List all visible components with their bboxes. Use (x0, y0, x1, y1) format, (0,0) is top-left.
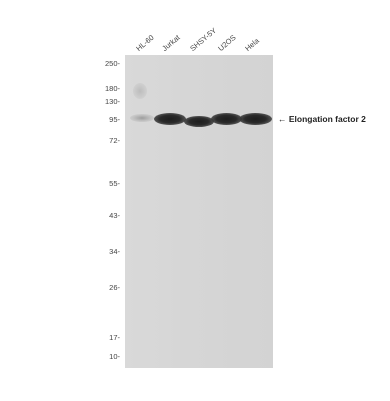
band-shsy5y (184, 116, 214, 127)
mw-marker-17: 17- (109, 333, 120, 342)
mw-marker-95: 95- (109, 115, 120, 124)
target-protein-label: ← Elongation factor 2 (278, 114, 366, 124)
blot-membrane (125, 55, 273, 368)
mw-marker-10: 10- (109, 352, 120, 361)
mw-marker-43: 43- (109, 211, 120, 220)
background-smudge (133, 83, 147, 99)
band-u2os (211, 113, 242, 125)
lane-label-shsy5y: SHSY-5Y (188, 25, 219, 53)
band-jurkat (154, 113, 186, 125)
mw-marker-250: 250- (104, 59, 120, 68)
mw-marker-130: 130- (104, 97, 120, 106)
lane-label-hela: Hela (243, 36, 261, 53)
lane-label-u2os: U2OS (216, 32, 238, 53)
mw-marker-55: 55- (109, 179, 120, 188)
mw-marker-72: 72- (109, 136, 120, 145)
band-hela (239, 113, 272, 125)
lane-label-jurkat: Jurkat (160, 32, 182, 53)
mw-marker-180: 180- (104, 84, 120, 93)
mw-marker-26: 26- (109, 283, 120, 292)
band-hl60 (130, 114, 154, 122)
lane-label-hl60: HL-60 (134, 32, 156, 53)
mw-marker-34: 34- (109, 247, 120, 256)
